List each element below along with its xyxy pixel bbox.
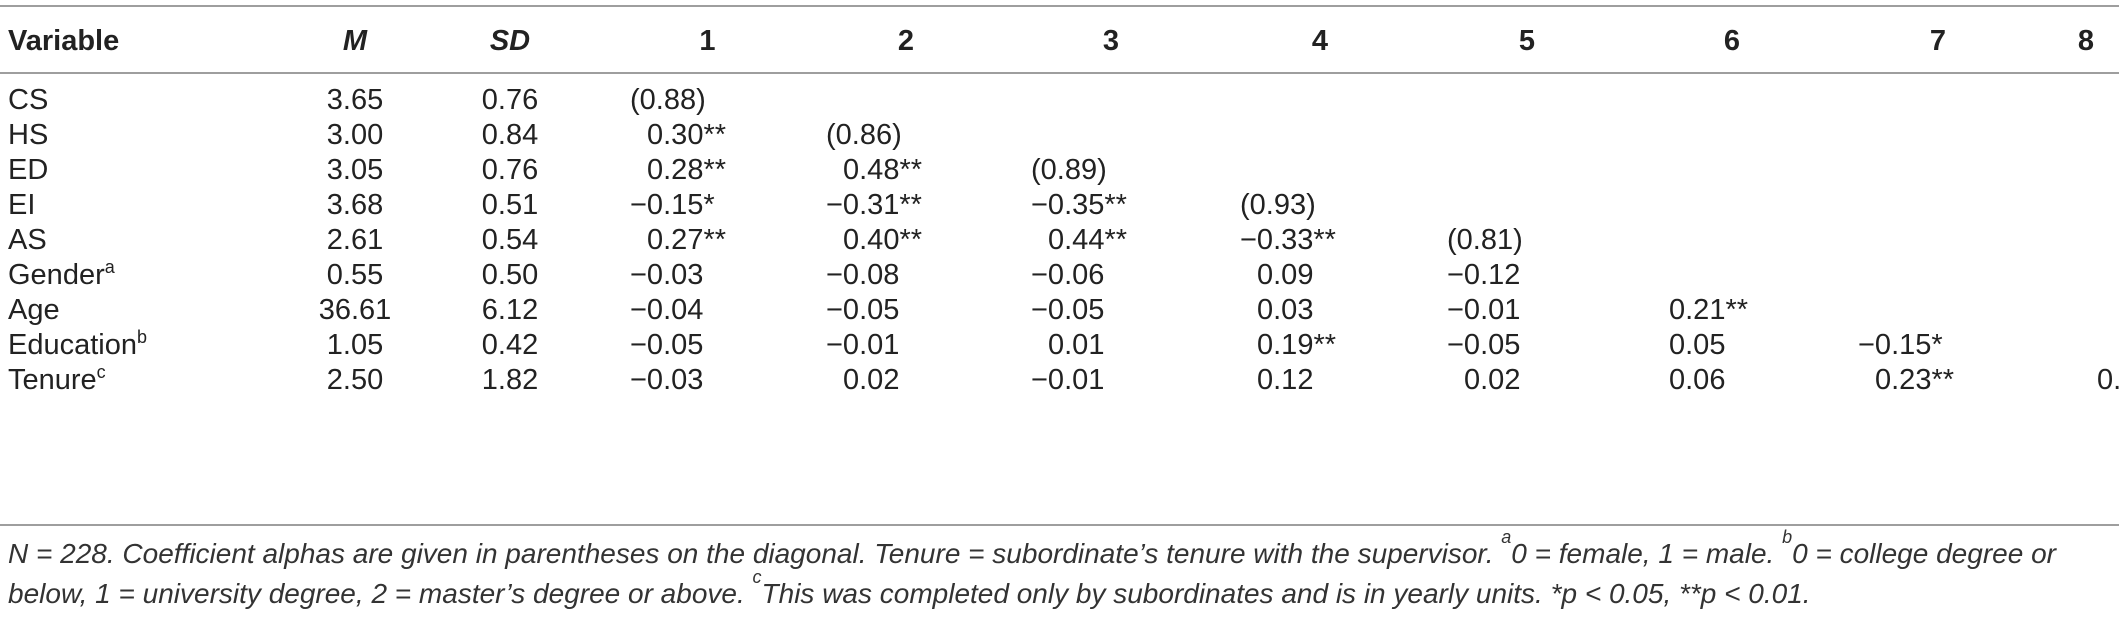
correlation-cell: −0.15*: [630, 189, 715, 221]
correlation-cell: 0.02: [843, 364, 900, 396]
footnote-text: 0 = college degree or: [1792, 538, 2056, 569]
footnote-text: 0 = female, 1 = male.: [1511, 538, 1783, 569]
correlation-cell: 0.09: [1257, 259, 1314, 291]
mean-cell: 0.55: [326, 259, 384, 291]
correlation-cell: (0.88): [630, 84, 706, 116]
row-label: Gender a: [8, 257, 115, 291]
correlation-cell: −0.33**: [1240, 224, 1336, 256]
correlation-cell: 0.03: [1257, 294, 1314, 326]
correlation-cell: 0.40**: [843, 224, 923, 256]
correlation-cell: −0.05: [630, 329, 704, 361]
mean-cell: 2.61: [326, 224, 384, 256]
correlation-cell: 0.12: [1257, 364, 1314, 396]
correlation-cell: 0.01: [1048, 329, 1105, 361]
sd-cell: 0.76: [481, 154, 539, 186]
correlation-cell: 0.30**: [647, 119, 727, 151]
sd-cell: 0.50: [481, 259, 539, 291]
correlation-cell: −0.31**: [826, 189, 922, 221]
column-header: M: [342, 25, 368, 57]
correlation-cell: −0.15*: [1858, 329, 1943, 361]
column-header: 7: [1929, 25, 1947, 57]
correlation-cell: −0.08: [826, 259, 900, 291]
footnote-sup: a: [1501, 526, 1512, 547]
table-top-rule: [0, 5, 2119, 7]
row-label: ED: [8, 154, 49, 186]
footnote-text: N = 228. Coefficient alphas are given in…: [8, 538, 1502, 569]
footnote-sup: b: [1782, 526, 1793, 547]
sd-cell: 0.76: [481, 84, 539, 116]
correlation-cell: 0.05: [1669, 329, 1726, 361]
correlation-cell: −0.05: [826, 294, 900, 326]
row-label: HS: [8, 119, 49, 151]
correlation-cell: (0.81): [1447, 224, 1523, 256]
footnote-text: This was completed only by subordinates …: [761, 578, 1811, 609]
correlation-cell: 0.02: [2097, 364, 2119, 396]
sd-cell: 0.51: [481, 189, 539, 221]
row-label: AS: [8, 224, 47, 256]
column-header: Variable: [8, 25, 120, 57]
correlation-cell: −0.01: [826, 329, 900, 361]
footnote-text: below, 1 = university degree, 2 = master…: [8, 578, 753, 609]
sd-cell: 0.42: [481, 329, 539, 361]
correlation-cell: 0.27**: [647, 224, 727, 256]
correlation-cell: (0.86): [826, 119, 902, 151]
correlation-cell: 0.23**: [1875, 364, 1955, 396]
column-header: 6: [1723, 25, 1741, 57]
mean-cell: 3.65: [326, 84, 384, 116]
column-header: 5: [1518, 25, 1536, 57]
column-header: 8: [2077, 25, 2095, 57]
sd-cell: 1.82: [481, 364, 539, 396]
mean-cell: 3.68: [326, 189, 384, 221]
column-header: 3: [1102, 25, 1120, 57]
table-bottom-rule: [0, 524, 2119, 526]
correlation-cell: −0.01: [1031, 364, 1105, 396]
correlation-cell: −0.12: [1447, 259, 1521, 291]
row-label: CS: [8, 84, 49, 116]
mean-cell: 1.05: [326, 329, 384, 361]
correlation-cell: −0.06: [1031, 259, 1105, 291]
column-header: 2: [897, 25, 915, 57]
sd-cell: 0.54: [481, 224, 539, 256]
row-label: Tenure c: [8, 362, 106, 396]
correlation-cell: 0.48**: [843, 154, 923, 186]
correlation-cell: −0.01: [1447, 294, 1521, 326]
correlation-cell: 0.21**: [1669, 294, 1749, 326]
correlation-cell: 0.44**: [1048, 224, 1128, 256]
table-footnote: N = 228. Coefficient alphas are given in…: [8, 528, 2113, 614]
correlation-cell: −0.35**: [1031, 189, 1127, 221]
correlation-cell: −0.03: [630, 259, 704, 291]
correlation-cell: (0.93): [1240, 189, 1316, 221]
mean-cell: 3.00: [326, 119, 384, 151]
mean-cell: 2.50: [326, 364, 384, 396]
sd-cell: 6.12: [481, 294, 539, 326]
mean-cell: 3.05: [326, 154, 384, 186]
row-label: Education b: [8, 327, 148, 361]
correlation-cell: −0.04: [630, 294, 704, 326]
correlation-cell: 0.02: [1464, 364, 1521, 396]
correlation-cell: 0.19**: [1257, 329, 1337, 361]
sd-cell: 0.84: [481, 119, 539, 151]
correlation-cell: −0.05: [1031, 294, 1105, 326]
mean-cell: 36.61: [318, 294, 392, 326]
correlation-cell: (0.89): [1031, 154, 1107, 186]
table-header-rule: [0, 72, 2119, 74]
column-header: 4: [1311, 25, 1329, 57]
column-header: 1: [699, 25, 716, 57]
correlation-cell: 0.28**: [647, 154, 727, 186]
row-label: Age: [8, 294, 60, 326]
correlation-cell: 0.06: [1669, 364, 1726, 396]
correlation-cell: −0.03: [630, 364, 704, 396]
column-header: SD: [489, 25, 531, 57]
footnote-sup: c: [752, 566, 762, 587]
correlation-cell: −0.05: [1447, 329, 1521, 361]
row-label: EI: [8, 189, 36, 221]
